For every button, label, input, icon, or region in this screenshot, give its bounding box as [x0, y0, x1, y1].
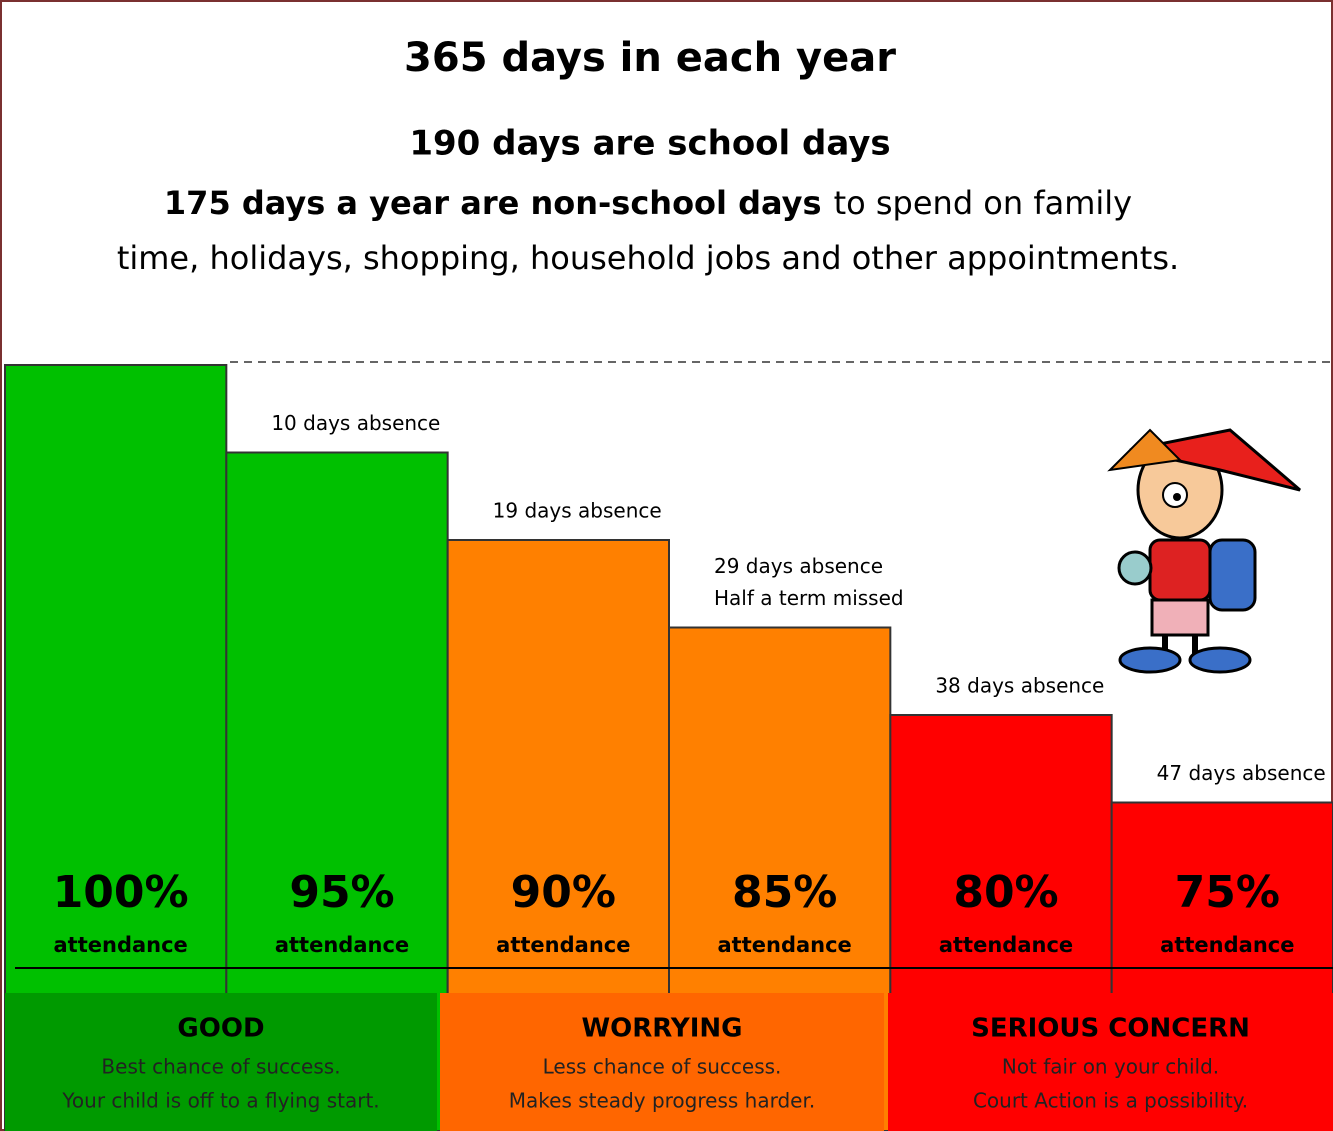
value-label: 90% — [511, 867, 616, 918]
annotation: 47 days absence — [1157, 761, 1326, 785]
band-line: Less chance of success. — [543, 1055, 782, 1079]
band-label: SERIOUS CONCERN — [971, 1014, 1250, 1044]
note-bold: 175 days a year are non-school days — [164, 184, 822, 222]
title: 365 days in each year — [404, 35, 896, 81]
band-line: Your child is off to a flying start. — [61, 1089, 379, 1113]
value-label: 80% — [953, 867, 1058, 918]
value-label: 100% — [53, 867, 189, 918]
value-label: 75% — [1175, 867, 1280, 918]
note-line2: time, holidays, shopping, household jobs… — [117, 239, 1179, 277]
value-caption: attendance — [275, 933, 409, 957]
note-line: 175 days a year are non-school days to sp… — [164, 184, 1132, 222]
annotation: 19 days absence — [493, 499, 662, 523]
value-caption: attendance — [939, 933, 1073, 957]
value-label: 95% — [289, 867, 394, 918]
infographic: 365 days in each year 190 days are schoo… — [0, 0, 1333, 1131]
value-caption: attendance — [54, 933, 188, 957]
subtitle: 190 days are school days — [409, 124, 890, 164]
note-rest: to spend on family — [834, 184, 1133, 222]
annotation: 29 days absence — [714, 554, 883, 578]
value-caption: attendance — [718, 933, 852, 957]
value-label: 85% — [732, 867, 837, 918]
band-line: Makes steady progress harder. — [509, 1089, 815, 1113]
bands: GOOD Best chance of success. Your child is… — [5, 993, 1333, 1131]
band-line: Best chance of success. — [101, 1055, 340, 1079]
annotation: 10 days absence — [271, 411, 440, 435]
band-label: GOOD — [177, 1014, 264, 1044]
value-caption: attendance — [496, 933, 630, 957]
value-caption: attendance — [1160, 933, 1294, 957]
annotation: Half a term missed — [714, 586, 904, 610]
band-line: Court Action is a possibility. — [973, 1089, 1248, 1113]
band-line: Not fair on your child. — [1002, 1055, 1219, 1079]
annotation: 38 days absence — [935, 674, 1104, 698]
band-label: WORRYING — [581, 1014, 742, 1044]
